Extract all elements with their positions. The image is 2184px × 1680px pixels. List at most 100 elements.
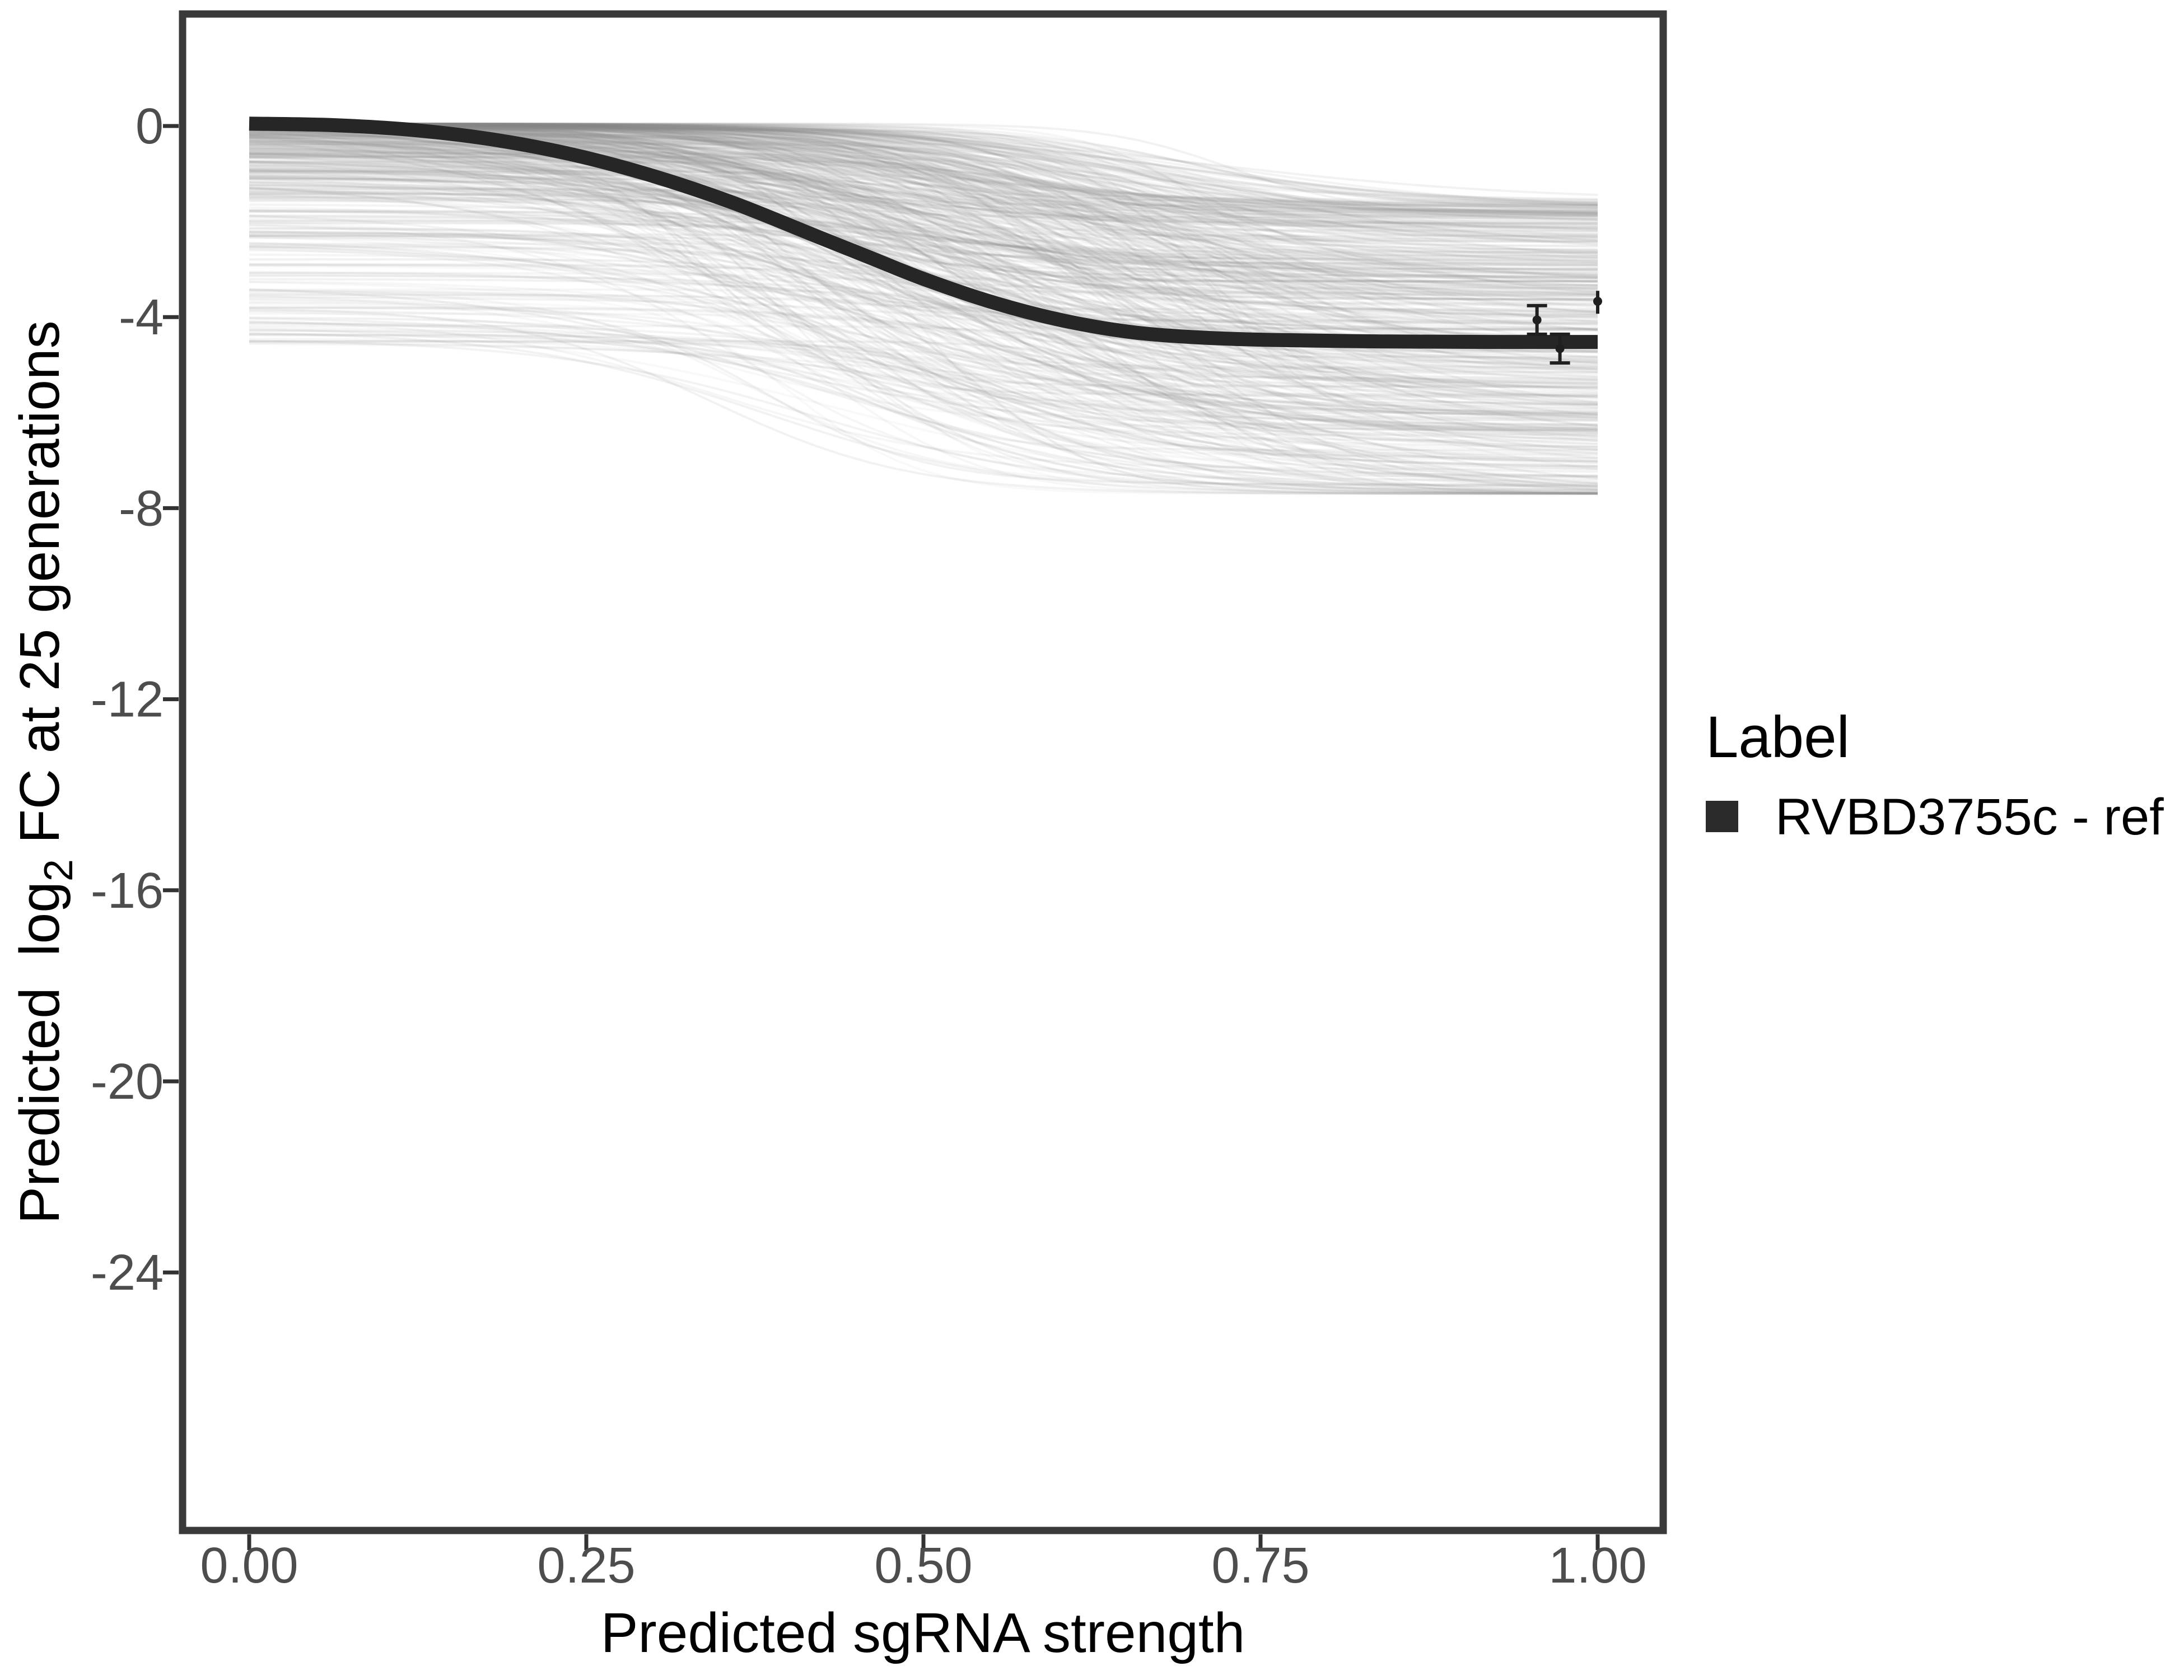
ensemble-curve [249,306,1598,488]
ensemble-curve [249,175,1598,262]
ensemble-curve [249,123,1598,306]
ensemble-curve [249,123,1598,208]
ensemble-curve [249,139,1598,298]
ensemble-curve [249,165,1598,478]
ensemble-curve [249,122,1598,220]
ensemble-curve [249,153,1598,279]
ensemble-curve [249,155,1598,232]
ensemble-curve [249,126,1598,227]
x-axis-tick-label: 0.25 [537,1538,635,1594]
ensemble-curve [249,197,1598,267]
ensemble-curve [249,195,1598,374]
ensemble-curve [249,122,1598,338]
ensemble-curve [249,307,1598,495]
ensemble-curve [249,125,1598,204]
ensemble-curve [249,137,1598,387]
ensemble-curve [249,144,1598,286]
ensemble-curve [249,122,1598,408]
ensemble-curve [249,161,1598,228]
ensemble-curve [249,156,1598,325]
ensemble-curve [249,303,1598,494]
axis-ticks: 0.00 0.25 0.50 0.75 1.00 0 -4 -8 -12 -16 -20 -24 [91,99,1647,1594]
ensemble-curve [249,122,1598,267]
ensemble-curve [249,186,1598,478]
ensemble-curve [249,166,1598,331]
ensemble-curve [249,123,1598,242]
ensemble-curve [249,143,1598,419]
ensemble-curve [249,307,1598,477]
ensemble-curve [249,125,1598,332]
ensemble-curve [249,188,1598,269]
ensemble-curve [249,189,1598,491]
ensemble-curve [249,186,1598,414]
ensemble-curve [249,192,1598,264]
ensemble-curve [249,200,1598,293]
ensemble-curve [249,124,1598,379]
ensemble-curve [249,148,1598,236]
ensemble-curve [249,123,1598,413]
ensemble-curve [249,164,1598,413]
ensemble-curve [249,327,1598,493]
ensemble-curve [249,273,1598,399]
ensemble-curve [249,186,1598,484]
ensemble-curve [249,161,1598,281]
ensemble-curve [249,133,1598,338]
ensemble-curve [249,230,1598,494]
ensemble-curve [249,148,1598,343]
ensemble-curve [249,184,1598,323]
ensemble-curve [249,124,1598,359]
ensemble-curve [249,176,1598,243]
ensemble-curve [249,193,1598,348]
ensemble-curve [249,123,1598,359]
ensemble-curve [249,123,1598,211]
ensemble-curve [249,296,1598,391]
ensemble-curve [249,339,1598,495]
ensemble-curve [249,123,1598,451]
ensemble-curve [249,141,1598,468]
ensemble-curve [249,184,1598,274]
ensemble-curve [249,156,1598,278]
ensemble-curve [249,139,1598,384]
ensemble-curve [249,178,1598,382]
ensemble-curve [249,312,1598,494]
ensemble-curve [249,123,1598,236]
ensemble-curve [249,123,1598,204]
ensemble-curve [249,123,1598,402]
ensemble-curve [249,123,1598,225]
ensemble-curve [249,124,1598,207]
ensemble-curve [249,193,1598,273]
ensemble-curve [249,292,1598,495]
ensemble-curve [249,309,1598,470]
ensemble-curve [249,208,1598,287]
data-point-marker [1555,344,1565,353]
ensemble-curve [249,123,1598,204]
ensemble-curve [249,122,1598,201]
ensemble-curve [249,214,1598,398]
ensemble-curve [249,138,1598,442]
ensemble-curve [249,123,1598,271]
ensemble-curve [249,263,1598,389]
y-axis-tick-label: -24 [91,1245,164,1301]
ensemble-curve [249,145,1598,296]
ensemble-curve [249,170,1598,282]
ensemble-curve [249,329,1598,488]
ensemble-curve [249,123,1598,248]
ensemble-curve [249,155,1598,407]
ensemble-curve [249,227,1598,494]
ensemble-curve [249,333,1598,488]
ensemble-curve [249,191,1598,283]
ensemble-curve [249,125,1598,291]
panel-border [179,10,1667,1534]
ensemble-curve [249,122,1598,213]
ensemble-curve [249,230,1598,492]
ensemble-curve [249,126,1598,239]
ensemble-curve [249,132,1598,396]
ensemble-curve [249,161,1598,431]
ensemble-curve [249,123,1598,342]
ensemble-curve [249,123,1598,260]
ensemble-curve [249,236,1598,480]
ensemble-curve [249,322,1598,389]
ensemble-curve [249,123,1598,254]
ensemble-curve [249,126,1598,231]
ensemble-curve [249,127,1598,455]
